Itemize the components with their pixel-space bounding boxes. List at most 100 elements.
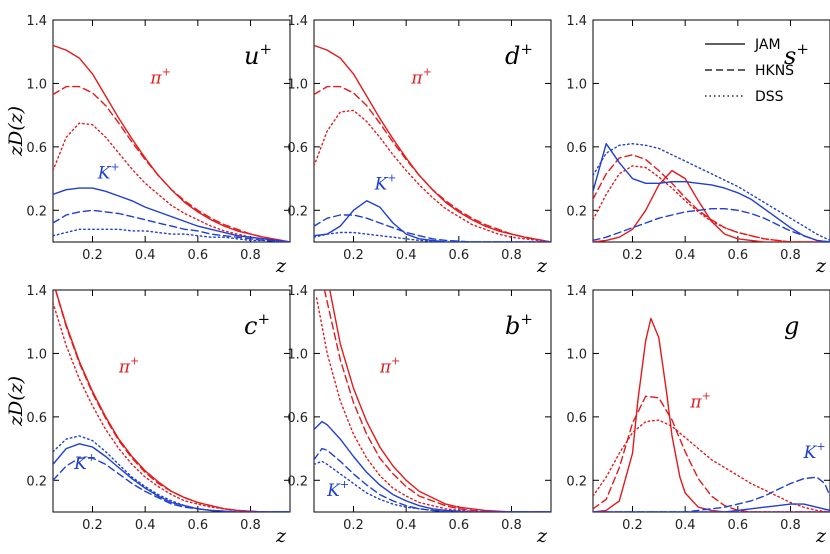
- panel-b: 0.2 0.6 1.0 1.4 0.2 0.4 0.6 0.8 z b+ π+ K+: [287, 284, 552, 547]
- y-tick-label: 1.4: [26, 14, 47, 29]
- x-tick-label: 0.4: [675, 518, 696, 533]
- x-tick-label: 0.6: [448, 248, 469, 263]
- panel-frame: [592, 19, 830, 243]
- legend-label: JAM: [754, 37, 781, 53]
- y-axis-label: zD(z): [5, 106, 27, 157]
- panel-d: 0.2 0.6 1.0 1.4 0.2 0.4 0.6 0.8 z d+ π+ K+: [287, 14, 552, 277]
- series-k-jam: [53, 187, 290, 242]
- panel-u: 0.2 0.6 1.0 1.4 0.2 0.4 0.6 0.8 z u+ π+ K+: [26, 14, 291, 277]
- kaon-label: K+: [73, 451, 96, 474]
- x-tick-label: 0.4: [396, 248, 417, 263]
- x-tick-label: 0.2: [82, 248, 103, 263]
- kaon-label: K+: [374, 172, 397, 195]
- series-k-dss: [314, 231, 551, 242]
- x-tick-label: 0.2: [622, 248, 643, 263]
- y-tick-label: 1.0: [26, 77, 47, 92]
- x-tick-label: 0.6: [187, 518, 208, 533]
- y-tick-label: 0.6: [287, 411, 308, 426]
- x-tick-label: 0.8: [501, 518, 522, 533]
- y-tick-label: 0.2: [26, 474, 47, 489]
- series-pi-hkns: [593, 395, 830, 512]
- series-k-dss: [53, 228, 290, 242]
- x-axis-label: z: [815, 255, 827, 277]
- panel-c: 0.2 0.6 1.0 1.4 0.2 0.4 0.6 0.8 z c+ π+ K+: [26, 284, 291, 547]
- series-pi-jam: [593, 169, 830, 242]
- y-tick-label: 0.6: [26, 411, 47, 426]
- series-k-jam: [593, 503, 830, 512]
- x-tick-label: 0.2: [343, 518, 364, 533]
- x-axis-label: z: [815, 525, 827, 547]
- series-k-dss: [53, 435, 290, 512]
- y-tick-label: 1.4: [287, 14, 308, 29]
- curves-u: [53, 44, 290, 242]
- x-tick-label: 0.8: [240, 518, 261, 533]
- y-tick-label: 1.4: [26, 284, 47, 299]
- legend-label: HKNS: [755, 63, 794, 79]
- series-pi-dss: [315, 297, 551, 512]
- x-tick-label: 0.4: [135, 248, 156, 263]
- pion-label: π+: [149, 65, 170, 88]
- series-k-dss: [314, 460, 551, 512]
- y-tick-label: 0.2: [287, 204, 308, 219]
- y-tick-label: 1.0: [26, 347, 47, 362]
- series-k-jam: [314, 420, 551, 512]
- x-tick-label: 0.8: [501, 248, 522, 263]
- y-tick-label: 0.6: [26, 141, 47, 156]
- panel-label: u+: [244, 40, 272, 70]
- x-tick-label: 0.6: [187, 248, 208, 263]
- y-tick-label: 1.4: [566, 14, 587, 29]
- pion-label: π+: [410, 65, 431, 88]
- y-tick-label: 1.0: [566, 347, 587, 362]
- y-tick-label: 0.2: [566, 474, 587, 489]
- series-k-dss: [593, 143, 830, 242]
- series-pi-jam: [329, 290, 551, 512]
- y-tick-label: 0.2: [26, 204, 47, 219]
- curves-d: [314, 44, 551, 242]
- series-k-jam: [314, 200, 551, 242]
- panel-frame: [313, 289, 552, 513]
- panel-g: 0.2 0.6 1.0 1.4 0.2 0.4 0.6 0.8 z g π+ K+: [566, 284, 830, 547]
- series-pi-dss: [314, 109, 551, 242]
- curves-c: [53, 290, 290, 512]
- series-pi-hkns: [314, 85, 551, 242]
- x-tick-label: 0.2: [343, 248, 364, 263]
- series-pi-hkns: [323, 290, 551, 512]
- x-tick-label: 0.4: [396, 518, 417, 533]
- x-tick-label: 0.2: [622, 518, 643, 533]
- curves-b: [314, 290, 551, 512]
- panel-label: s+: [784, 40, 809, 70]
- x-tick-label: 0.4: [675, 248, 696, 263]
- pion-label: π+: [118, 354, 139, 377]
- x-axis-label: z: [536, 255, 548, 277]
- y-tick-label: 0.2: [287, 474, 308, 489]
- series-k-hkns: [314, 447, 551, 512]
- pion-label: π+: [689, 389, 710, 412]
- series-pi-dss: [593, 165, 830, 242]
- series-k-hkns: [593, 476, 830, 512]
- y-tick-label: 1.4: [287, 284, 308, 299]
- series-pi-dss: [593, 419, 830, 512]
- series-pi-jam: [314, 44, 551, 242]
- y-tick-label: 0.2: [566, 204, 587, 219]
- panel-label: c+: [244, 310, 270, 340]
- y-tick-label: 0.6: [566, 411, 587, 426]
- kaon-label: K+: [326, 478, 349, 501]
- series-pi-dss: [53, 122, 290, 242]
- y-tick-label: 1.0: [287, 77, 308, 92]
- series-k-hkns: [53, 209, 290, 242]
- series-k-hkns: [593, 208, 830, 242]
- panel-s: 0.2 0.6 1.0 1.4 0.2 0.4 0.6 0.8 z s+: [566, 14, 830, 277]
- x-axis-label: z: [536, 525, 548, 547]
- legend-label: DSS: [755, 89, 784, 105]
- series-pi-jam: [593, 317, 830, 512]
- panel-label: g: [784, 312, 799, 340]
- series-k-hkns: [53, 457, 290, 512]
- series-pi-hkns: [53, 85, 290, 242]
- x-tick-label: 0.8: [780, 518, 801, 533]
- x-tick-label: 0.8: [240, 248, 261, 263]
- series-pi-hkns: [54, 290, 290, 512]
- panel-frame: [52, 19, 291, 243]
- panel-label: d+: [505, 40, 533, 70]
- x-axis-label: z: [275, 255, 287, 277]
